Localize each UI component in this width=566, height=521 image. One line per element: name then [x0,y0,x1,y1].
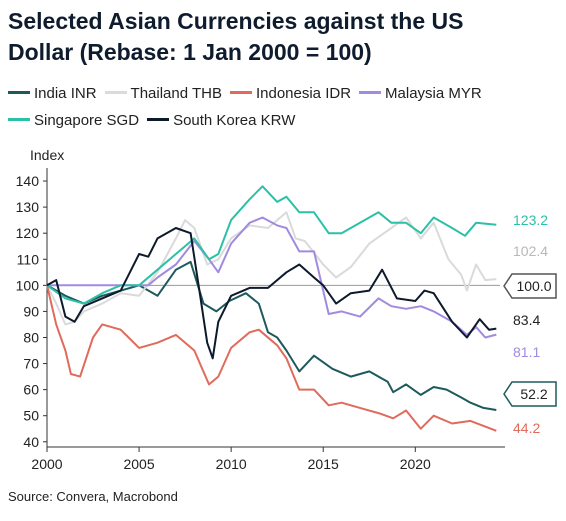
y-tick-label: 50 [23,408,39,424]
legend-item: Thailand THB [104,80,222,107]
end-label-india-inr: 52.2 [520,386,547,402]
legend-label: Singapore SGD [34,112,140,129]
chart-legend: India INR Thailand THB Indonesia IDR Malays… [8,80,558,134]
legend-swatch [229,90,252,94]
legend-swatch [359,90,382,94]
y-tick-label: 100 [16,277,40,293]
y-tick-label: 80 [23,329,39,345]
x-tick-label: 2010 [216,456,247,472]
reference-line-label-box [503,273,557,299]
y-tick-label: 140 [16,173,40,189]
legend-swatch [104,90,127,94]
x-tick-label: 2005 [123,456,154,472]
end-label-singapore-sgd: 123.2 [513,212,548,228]
x-tick-label: 2015 [308,456,339,472]
legend-swatch [8,90,30,94]
legend-item: Singapore SGD [8,107,139,134]
series-line [46,260,497,411]
legend-item: India INR [8,80,97,107]
legend-label: Indonesia IDR [255,85,352,102]
reference-line-label: 100.0 [516,278,551,294]
legend-item: Indonesia IDR [229,80,352,107]
source-note: Source: Convera, Macrobond [8,489,178,504]
y-tick-label: 60 [23,382,39,398]
y-tick-label: 120 [16,225,40,241]
legend-label: India INR [34,85,97,102]
legend-label: Thailand THB [130,85,222,102]
legend-label: Malaysia MYR [385,85,482,102]
end-label-malaysia-myr: 81.1 [513,344,540,360]
y-axis-label: Index [30,147,64,163]
legend-swatch [8,117,30,121]
y-tick-label: 70 [23,356,39,372]
chart-title: Selected Asian Currencies against the US… [8,8,464,65]
series-line [46,285,497,432]
legend-item: Malaysia MYR [359,80,482,107]
y-tick-label: 40 [23,434,39,450]
y-tick-label: 130 [16,199,40,215]
x-tick-label: 2000 [31,456,62,472]
series-line [46,227,497,360]
y-tick-label: 90 [23,303,39,319]
end-label-indonesia-idr: 44.2 [513,420,540,436]
series-line [47,216,497,339]
end-label-india-inr-box [503,381,557,407]
legend-label: South Korea KRW [173,112,296,129]
y-tick-label: 110 [17,251,40,267]
end-label-south-korea-krw: 83.4 [513,312,540,328]
x-tick-label: 2020 [400,456,431,472]
series-line [46,185,497,305]
series-line [46,211,497,326]
legend-swatch [147,117,170,121]
end-label-thailand-thb: 102.4 [513,243,548,259]
legend-item: South Korea KRW [147,107,295,134]
